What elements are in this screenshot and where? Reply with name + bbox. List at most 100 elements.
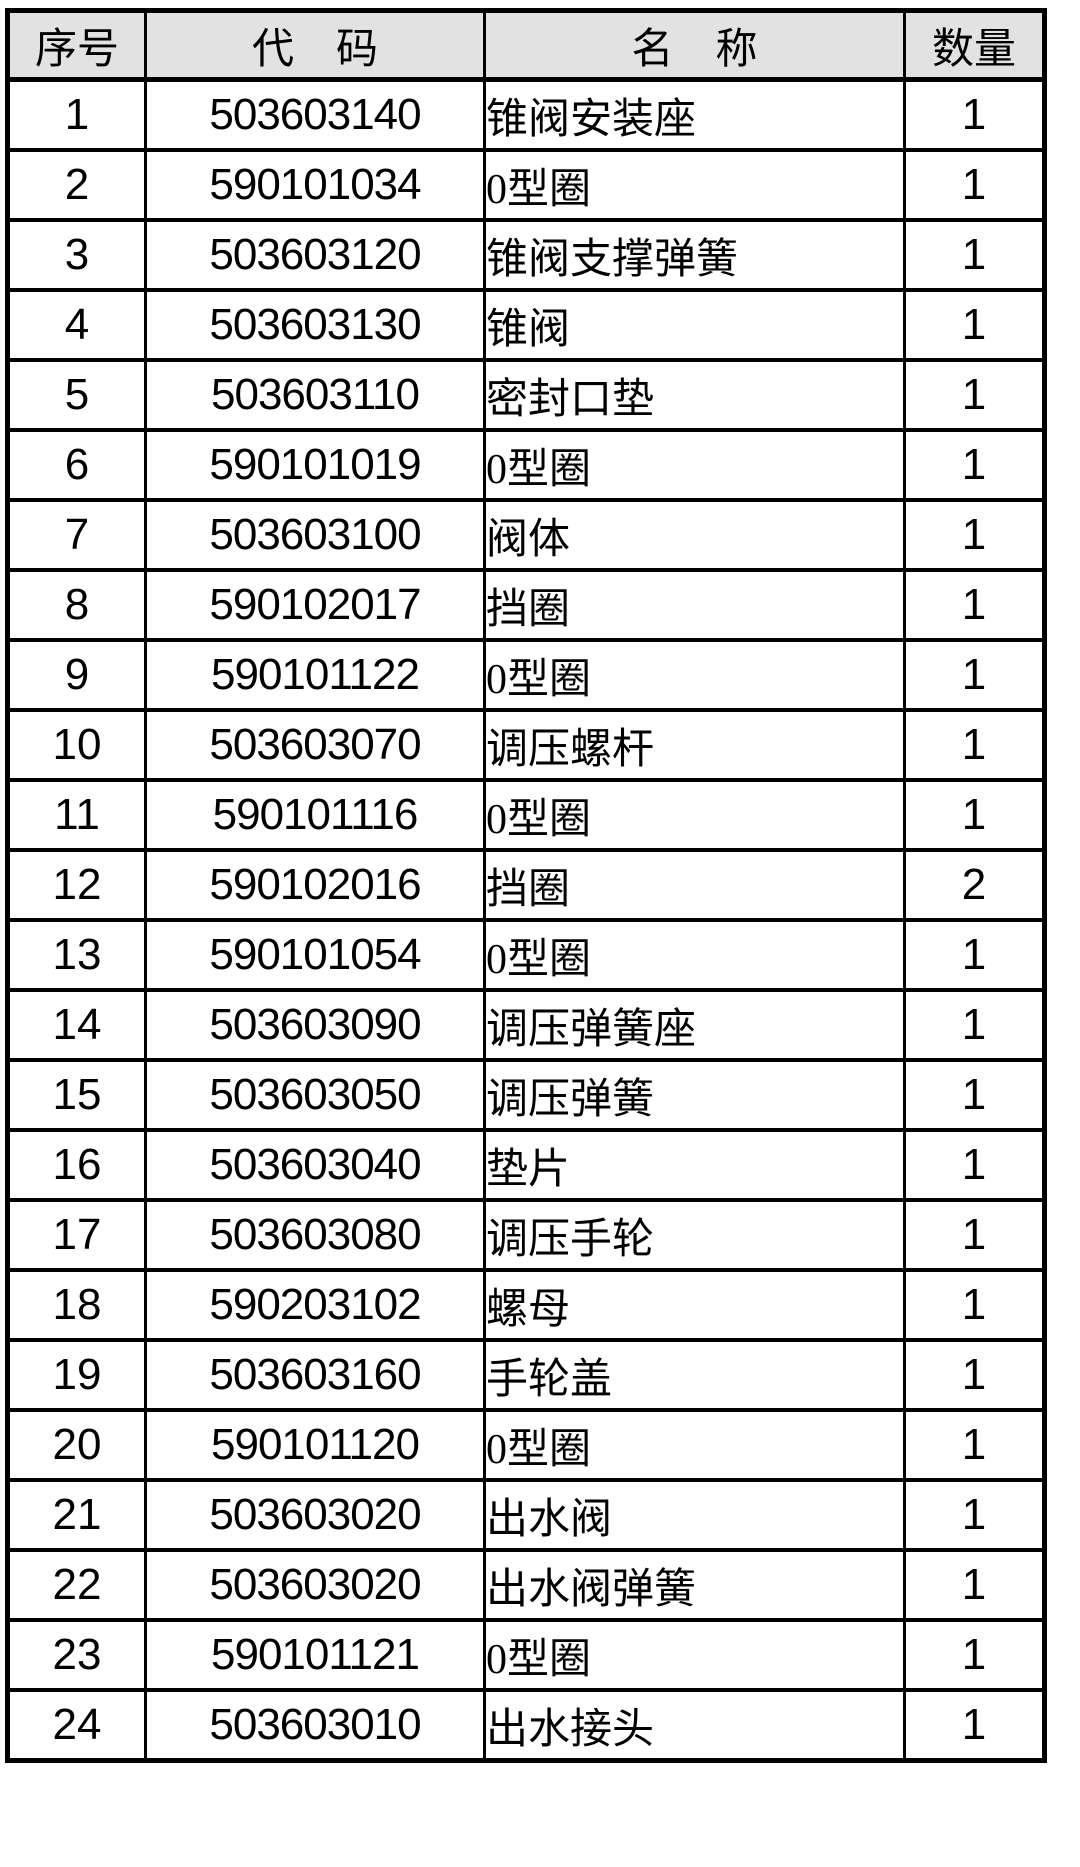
cell-quantity: 1 <box>903 1548 1046 1622</box>
table-row: 10 503603070 调压螺杆 1 <box>6 708 1046 782</box>
table-row: 24 503603010 出水接头 1 <box>6 1688 1046 1763</box>
cell-part-name: 0型圈 <box>483 148 906 222</box>
cell-serial-number: 24 <box>6 1688 147 1763</box>
cell-part-name: 0型圈 <box>483 1618 906 1692</box>
cell-quantity: 1 <box>903 1268 1046 1342</box>
cell-part-code: 503603090 <box>144 988 486 1062</box>
cell-part-name: 螺母 <box>483 1268 906 1342</box>
cell-quantity: 1 <box>903 288 1046 362</box>
table-row: 11 590101116 0型圈 1 <box>6 778 1046 852</box>
table-row: 6 590101019 0型圈 1 <box>6 428 1046 502</box>
cell-part-code: 503603050 <box>144 1058 486 1132</box>
cell-part-name: 挡圈 <box>483 848 906 922</box>
table-row: 1 503603140 锥阀安装座 1 <box>6 77 1046 152</box>
cell-part-code: 590101116 <box>144 778 486 852</box>
cell-part-name: 调压弹簧座 <box>483 988 906 1062</box>
cell-quantity: 1 <box>903 1198 1046 1272</box>
cell-part-name: 调压手轮 <box>483 1198 906 1272</box>
cell-serial-number: 14 <box>6 988 147 1062</box>
cell-serial-number: 17 <box>6 1198 147 1272</box>
cell-part-code: 503603140 <box>144 77 486 152</box>
cell-quantity: 1 <box>903 1618 1046 1692</box>
cell-part-code: 590102016 <box>144 848 486 922</box>
cell-part-name: 0型圈 <box>483 778 906 852</box>
cell-serial-number: 13 <box>6 918 147 992</box>
cell-quantity: 1 <box>903 918 1046 992</box>
cell-part-name: 阀体 <box>483 498 906 572</box>
header-cell-qty: 数量 <box>903 8 1046 82</box>
table-row: 5 503603110 密封口垫 1 <box>6 358 1046 432</box>
cell-quantity: 1 <box>903 218 1046 292</box>
cell-part-code: 590101034 <box>144 148 486 222</box>
cell-part-name: 调压弹簧 <box>483 1058 906 1132</box>
parts-table-body: 1 503603140 锥阀安装座 1 2 590101034 0型圈 1 3 … <box>6 77 1046 1763</box>
cell-quantity: 1 <box>903 1128 1046 1202</box>
cell-part-code: 503603120 <box>144 218 486 292</box>
cell-part-code: 503603080 <box>144 1198 486 1272</box>
table-row: 22 503603020 出水阀弹簧 1 <box>6 1548 1046 1622</box>
cell-part-code: 503603160 <box>144 1338 486 1412</box>
cell-part-code: 590101054 <box>144 918 486 992</box>
cell-part-name: 锥阀 <box>483 288 906 362</box>
cell-part-name: 挡圈 <box>483 568 906 642</box>
cell-serial-number: 19 <box>6 1338 147 1412</box>
cell-part-code: 503603110 <box>144 358 486 432</box>
cell-serial-number: 2 <box>6 148 147 222</box>
cell-serial-number: 12 <box>6 848 147 922</box>
table-row: 13 590101054 0型圈 1 <box>6 918 1046 992</box>
table-row: 19 503603160 手轮盖 1 <box>6 1338 1046 1412</box>
cell-part-name: 手轮盖 <box>483 1338 906 1412</box>
table-row: 15 503603050 调压弹簧 1 <box>6 1058 1046 1132</box>
parts-table: 序号 代 码 名 称 数量 1 503603140 锥阀安装座 1 2 5901… <box>5 8 1047 1763</box>
cell-serial-number: 6 <box>6 428 147 502</box>
cell-part-name: 出水阀 <box>483 1478 906 1552</box>
cell-part-code: 590101122 <box>144 638 486 712</box>
cell-quantity: 1 <box>903 358 1046 432</box>
cell-serial-number: 18 <box>6 1268 147 1342</box>
header-cell-code: 代 码 <box>144 8 486 82</box>
cell-part-name: 0型圈 <box>483 918 906 992</box>
table-row: 12 590102016 挡圈 2 <box>6 848 1046 922</box>
cell-part-code: 503603040 <box>144 1128 486 1202</box>
table-row: 21 503603020 出水阀 1 <box>6 1478 1046 1552</box>
cell-part-code: 503603130 <box>144 288 486 362</box>
cell-part-name: 调压螺杆 <box>483 708 906 782</box>
cell-serial-number: 20 <box>6 1408 147 1482</box>
cell-part-code: 590101120 <box>144 1408 486 1482</box>
cell-serial-number: 21 <box>6 1478 147 1552</box>
cell-serial-number: 16 <box>6 1128 147 1202</box>
cell-serial-number: 15 <box>6 1058 147 1132</box>
cell-serial-number: 5 <box>6 358 147 432</box>
cell-part-code: 503603070 <box>144 708 486 782</box>
cell-quantity: 1 <box>903 498 1046 572</box>
cell-quantity: 1 <box>903 1338 1046 1412</box>
table-row: 2 590101034 0型圈 1 <box>6 148 1046 222</box>
table-row: 20 590101120 0型圈 1 <box>6 1408 1046 1482</box>
cell-part-name: 0型圈 <box>483 428 906 502</box>
cell-quantity: 1 <box>903 1408 1046 1482</box>
table-row: 18 590203102 螺母 1 <box>6 1268 1046 1342</box>
table-row: 16 503603040 垫片 1 <box>6 1128 1046 1202</box>
cell-part-code: 590102017 <box>144 568 486 642</box>
table-row: 3 503603120 锥阀支撑弹簧 1 <box>6 218 1046 292</box>
cell-part-name: 0型圈 <box>483 1408 906 1482</box>
cell-part-code: 503603010 <box>144 1688 486 1763</box>
cell-serial-number: 22 <box>6 1548 147 1622</box>
cell-quantity: 1 <box>903 428 1046 502</box>
cell-quantity: 1 <box>903 778 1046 852</box>
cell-serial-number: 3 <box>6 218 147 292</box>
cell-serial-number: 9 <box>6 638 147 712</box>
cell-part-code: 503603100 <box>144 498 486 572</box>
cell-serial-number: 4 <box>6 288 147 362</box>
table-row: 7 503603100 阀体 1 <box>6 498 1046 572</box>
cell-part-name: 垫片 <box>483 1128 906 1202</box>
table-row: 17 503603080 调压手轮 1 <box>6 1198 1046 1272</box>
cell-quantity: 1 <box>903 568 1046 642</box>
table-row: 23 590101121 0型圈 1 <box>6 1618 1046 1692</box>
cell-serial-number: 8 <box>6 568 147 642</box>
parts-table-header: 序号 代 码 名 称 数量 <box>6 8 1046 82</box>
cell-quantity: 1 <box>903 1058 1046 1132</box>
cell-serial-number: 7 <box>6 498 147 572</box>
cell-part-name: 0型圈 <box>483 638 906 712</box>
cell-part-code: 590203102 <box>144 1268 486 1342</box>
